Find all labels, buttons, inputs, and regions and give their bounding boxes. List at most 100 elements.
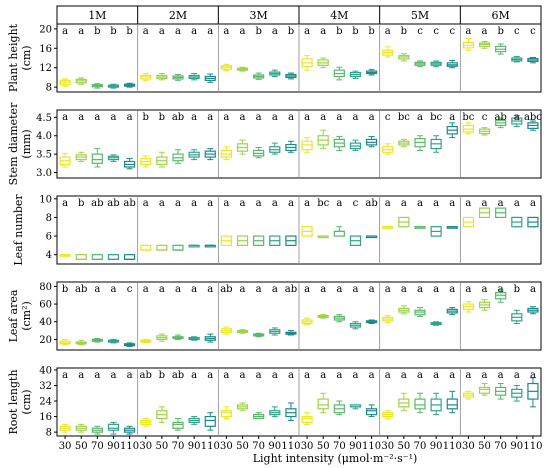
y-tick-label: 10 <box>39 194 52 205</box>
significance-letter: a <box>207 112 213 123</box>
box-leaf-area-4M-30 <box>301 317 313 325</box>
box-plant-height-2M-90 <box>188 73 200 81</box>
significance-letter: a <box>433 284 439 295</box>
significance-letter: ab <box>285 284 297 295</box>
significance-letter: a <box>94 370 100 381</box>
significance-letter: a <box>256 370 262 381</box>
significance-letter: bc <box>462 112 474 123</box>
significance-letter: a <box>465 198 471 209</box>
significance-letter: b <box>368 26 374 37</box>
box-iqr <box>107 423 120 431</box>
significance-letter: ab <box>365 198 377 209</box>
box-plant-height-3M-50 <box>236 66 249 72</box>
box-root-length-2M-110 <box>204 412 216 431</box>
box-leaf-number-4M-30 <box>301 226 313 237</box>
significance-letter: a <box>498 284 504 295</box>
significance-letter: a <box>272 284 278 295</box>
significance-letter: a <box>449 370 455 381</box>
box-plant-height-3M-30 <box>220 63 232 72</box>
box-leaf-number-6M-50 <box>478 207 491 219</box>
box-leaf-area-3M-50 <box>236 329 249 334</box>
box-leaf-area-6M-70 <box>495 289 507 303</box>
significance-letter: ab <box>172 112 184 123</box>
box-plant-height-4M-70 <box>333 66 345 81</box>
box-leaf-area-4M-110 <box>366 319 378 325</box>
box-iqr <box>317 398 329 410</box>
significance-letter: b <box>159 112 165 123</box>
significance-letter: a <box>191 198 197 209</box>
significance-letter: ab <box>75 284 87 295</box>
significance-letter: a <box>256 198 262 209</box>
x-tick-label: 70 <box>333 441 346 452</box>
box-plant-height-1M-110 <box>123 82 136 88</box>
box-stem-diameter-4M-90 <box>349 139 362 151</box>
significance-letter: a <box>417 112 423 123</box>
box-plant-height-2M-50 <box>156 73 168 81</box>
significance-letter: a <box>191 370 197 381</box>
y-axis-label-4: Root length(cm) <box>7 369 33 434</box>
significance-letter: a <box>207 198 213 209</box>
y-tick-label: 60 <box>39 300 52 311</box>
box-leaf-area-6M-110 <box>527 306 539 315</box>
box-leaf-number-6M-70 <box>495 207 507 219</box>
x-tick-label: 70 <box>414 441 427 452</box>
significance-letter: a <box>175 26 181 37</box>
box-leaf-area-4M-90 <box>349 321 362 330</box>
significance-letter: abc <box>524 112 542 123</box>
month-label-1M: 1M <box>88 9 106 22</box>
significance-letter: a <box>514 112 520 123</box>
box-plant-height-4M-30 <box>301 55 313 71</box>
box-leaf-number-4M-110 <box>366 235 378 239</box>
significance-letter: ab <box>494 112 506 123</box>
box-iqr <box>140 244 152 251</box>
significance-letter: a <box>94 284 100 295</box>
x-tick-label: 90 <box>430 441 443 452</box>
box-root-length-3M-30 <box>220 406 232 420</box>
x-tick-label: 70 <box>91 441 104 452</box>
significance-letter: a <box>191 112 197 123</box>
x-tick-label: 110 <box>523 441 542 452</box>
significance-letter: ab <box>91 198 103 209</box>
significance-letter: a <box>272 370 278 381</box>
box-root-length-6M-110 <box>527 377 539 408</box>
significance-letter: c <box>385 112 391 123</box>
significance-letter: a <box>482 370 488 381</box>
box-root-length-3M-110 <box>285 402 297 421</box>
significance-letter: a <box>94 112 100 123</box>
box-iqr <box>204 415 216 427</box>
significance-letter: a <box>498 198 504 209</box>
box-iqr <box>446 398 458 410</box>
box-iqr <box>301 415 313 424</box>
significance-letter: a <box>223 112 229 123</box>
x-tick-label: 110 <box>120 441 139 452</box>
box-leaf-area-3M-30 <box>220 326 232 335</box>
significance-letter: ab <box>140 370 152 381</box>
significance-letter: a <box>62 198 68 209</box>
box-iqr <box>107 254 120 260</box>
box-leaf-number-4M-70 <box>333 226 345 237</box>
box-stem-diameter-6M-90 <box>511 115 523 128</box>
significance-letter: a <box>78 112 84 123</box>
significance-letter: a <box>272 112 278 123</box>
box-leaf-number-1M-110 <box>123 254 136 260</box>
box-leaf-area-5M-30 <box>382 315 394 324</box>
box-plant-height-5M-50 <box>398 53 410 62</box>
box-leaf-area-4M-50 <box>317 314 329 319</box>
significance-letter: a <box>288 198 294 209</box>
box-leaf-area-1M-90 <box>107 338 120 344</box>
x-tick-label: 90 <box>188 441 201 452</box>
box-leaf-number-2M-30 <box>140 244 152 251</box>
significance-letter: a <box>240 370 246 381</box>
significance-letter: a <box>465 284 471 295</box>
y-tick-label: 3.5 <box>36 150 52 161</box>
box-stem-diameter-3M-90 <box>269 142 281 155</box>
significance-letter: b <box>336 26 342 37</box>
significance-letter: a <box>223 26 229 37</box>
significance-letter: b <box>78 198 84 209</box>
significance-letter: a <box>385 26 391 37</box>
significance-letter: c <box>417 26 423 37</box>
box-leaf-number-1M-50 <box>75 254 87 260</box>
significance-letter: a <box>240 26 246 37</box>
